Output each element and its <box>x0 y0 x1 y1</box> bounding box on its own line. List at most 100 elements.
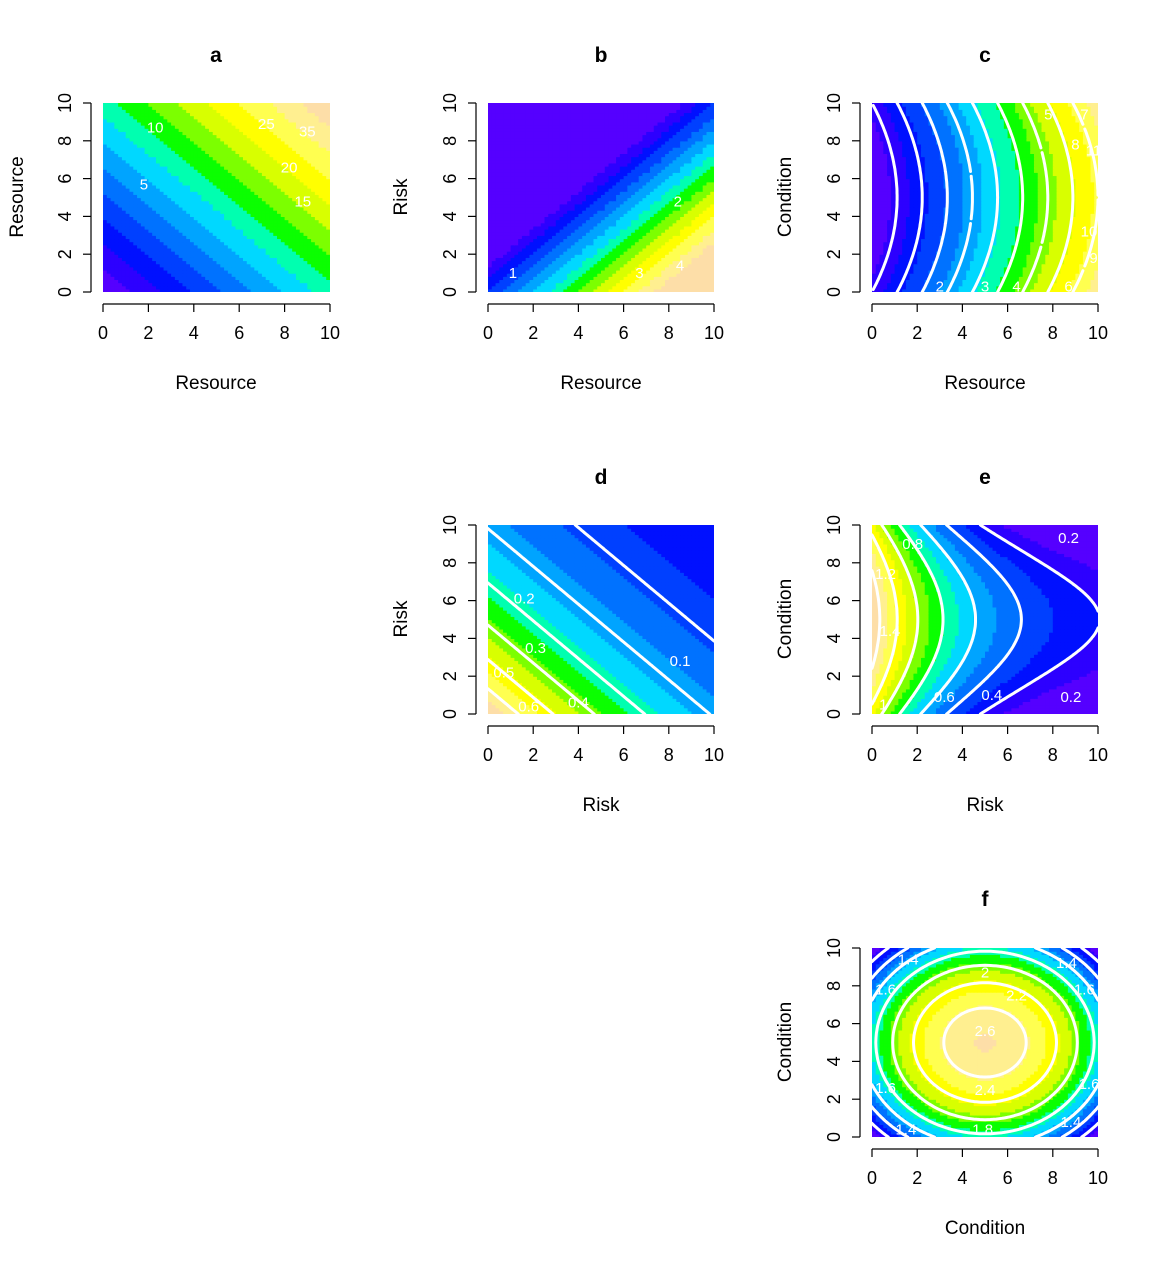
heatmap-cell <box>182 109 187 114</box>
heatmap-cell <box>186 115 191 120</box>
heatmap-cell <box>235 269 240 274</box>
heatmap-cell <box>227 279 233 284</box>
heatmap-cell <box>171 106 176 110</box>
heatmap-cell <box>231 222 237 227</box>
heatmap-cell <box>178 103 184 107</box>
heatmap-cell <box>683 235 689 240</box>
heatmap-cell <box>646 273 651 277</box>
heatmap-cell <box>220 150 225 154</box>
heatmap-cell <box>224 140 229 145</box>
heatmap-cell <box>525 282 531 287</box>
heatmap-cell <box>567 282 572 287</box>
heatmap-cell <box>303 213 308 217</box>
heatmap-cell <box>273 210 278 214</box>
heatmap-cell <box>148 216 153 221</box>
heatmap-cell <box>171 213 176 217</box>
heatmap-cell <box>140 121 146 126</box>
heatmap-cell <box>216 254 221 258</box>
heatmap-cell <box>118 169 123 173</box>
heatmap-cell <box>140 134 146 139</box>
heatmap-cell <box>250 247 255 252</box>
heatmap-cell <box>638 288 644 292</box>
heatmap-cell <box>155 175 161 180</box>
heatmap-cell <box>533 219 538 224</box>
heatmap-cell <box>167 254 172 258</box>
heatmap-cell <box>182 222 187 227</box>
heatmap-cell <box>103 103 108 107</box>
heatmap-cell <box>246 147 252 151</box>
heatmap-cell <box>702 269 708 274</box>
heatmap-cell <box>193 197 199 202</box>
heatmap-cell <box>548 263 553 268</box>
heatmap-cell <box>536 269 542 274</box>
heatmap-cell <box>269 128 274 132</box>
heatmap-cell <box>121 153 127 158</box>
heatmap-cell <box>220 147 225 151</box>
heatmap-cell <box>246 115 252 120</box>
heatmap-cell <box>521 247 527 252</box>
heatmap-cell <box>254 200 259 205</box>
heatmap-cell <box>121 137 127 142</box>
heatmap-cell <box>148 178 153 183</box>
heatmap-cell <box>314 244 320 249</box>
heatmap-cell <box>171 150 176 154</box>
heatmap-cell <box>292 147 297 151</box>
heatmap-cell <box>491 269 497 274</box>
heatmap-cell <box>265 254 271 258</box>
heatmap-cell <box>631 244 636 249</box>
heatmap-cell <box>137 131 142 136</box>
heatmap-cell <box>159 156 165 161</box>
heatmap-cell <box>491 229 497 233</box>
heatmap-cell <box>212 254 218 258</box>
heatmap-cell <box>159 203 165 208</box>
heatmap-cell <box>212 184 218 189</box>
heatmap-cell <box>284 194 289 199</box>
heatmap-cell <box>277 153 282 158</box>
heatmap-cell <box>623 232 628 236</box>
heatmap-cell <box>518 269 523 274</box>
heatmap-cell <box>118 244 123 249</box>
heatmap-cell <box>250 266 255 271</box>
heatmap-cell <box>326 216 330 221</box>
heatmap-cell <box>518 232 523 236</box>
heatmap-cell <box>578 222 583 227</box>
heatmap-cell <box>638 222 644 227</box>
heatmap-cell <box>698 241 704 246</box>
heatmap-cell <box>163 175 168 180</box>
heatmap-cell <box>186 273 191 277</box>
heatmap-cell <box>167 181 172 186</box>
heatmap-cell <box>118 162 123 167</box>
heatmap-cell <box>676 285 681 290</box>
heatmap-cell <box>567 279 572 284</box>
heatmap-cell <box>106 279 112 284</box>
heatmap-cell <box>121 285 127 290</box>
heatmap-cell <box>514 257 519 262</box>
heatmap-cell <box>227 188 233 192</box>
heatmap-cell <box>269 143 274 148</box>
heatmap-cell <box>559 232 564 236</box>
heatmap-cell <box>318 166 324 170</box>
heatmap-cell <box>533 266 538 271</box>
heatmap-cell <box>299 238 305 243</box>
heatmap-cell <box>646 285 651 290</box>
heatmap-cell <box>683 279 689 284</box>
heatmap-cell <box>657 232 662 236</box>
heatmap-cell <box>174 210 180 214</box>
heatmap-cell <box>495 288 500 292</box>
heatmap-cell <box>533 285 538 290</box>
heatmap-cell <box>585 269 591 274</box>
heatmap-cell <box>239 109 244 114</box>
heatmap-cell <box>205 232 210 236</box>
heatmap-cell <box>514 273 519 277</box>
heatmap-cell <box>574 235 579 240</box>
heatmap-cell <box>555 235 561 240</box>
heatmap-cell <box>646 244 651 249</box>
heatmap-cell <box>174 225 180 230</box>
heatmap-cell <box>529 260 534 265</box>
heatmap-cell <box>171 191 176 195</box>
heatmap-cell <box>540 285 546 290</box>
heatmap-cell <box>273 184 278 189</box>
heatmap-cell <box>284 244 289 249</box>
heatmap-cell <box>521 219 527 224</box>
heatmap-cell <box>642 254 647 258</box>
